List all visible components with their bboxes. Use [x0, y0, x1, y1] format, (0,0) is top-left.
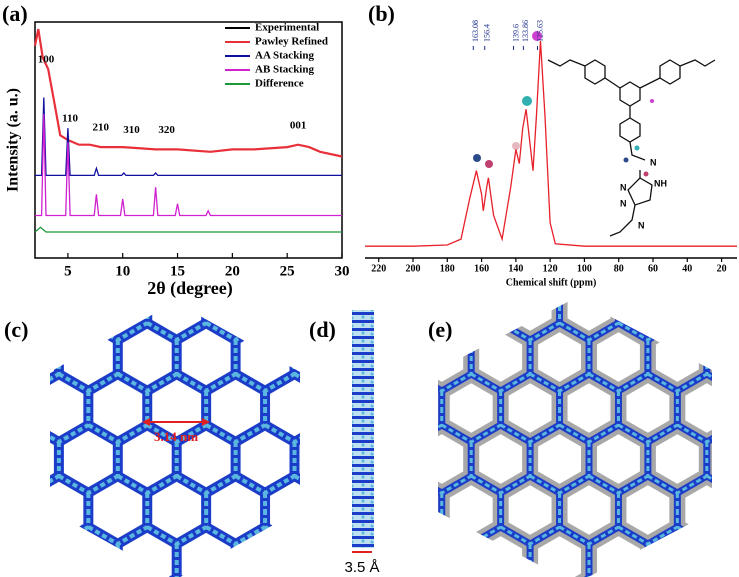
x-tick-label: 30 [335, 263, 350, 279]
arrow-head [142, 418, 150, 426]
panel-label: (a) [2, 1, 28, 26]
x-tick-label: 20 [717, 263, 727, 274]
x-tick-label: 5 [64, 263, 72, 279]
molecule [547, 59, 716, 237]
legend-label: Pawley Refined [255, 36, 328, 48]
legend-label: Experimental [255, 22, 319, 34]
dimension-label: 3.14 nm [154, 429, 198, 444]
atom-label: NH [654, 178, 667, 188]
peak-label: 139.6 [511, 24, 520, 42]
y-axis-label: Intensity (a. u.) [5, 88, 22, 192]
x-tick-label: 15 [170, 263, 185, 279]
x-axis-label: 2θ (degree) [147, 278, 233, 299]
peak-label: 133.86 [521, 20, 530, 42]
framework-side-view [352, 310, 374, 548]
peak-label: 125.63 [535, 20, 544, 42]
peak-dots [473, 31, 542, 168]
series-line [365, 40, 737, 247]
x-axis-label: Chemical shift (ppm) [506, 277, 597, 288]
x-tick-label: 160 [474, 263, 489, 274]
legend-label: AB Stacking [255, 64, 314, 76]
atom-label: N [620, 198, 627, 208]
x-tick-label: 40 [682, 263, 692, 274]
x-tick-label: 80 [614, 263, 624, 274]
atom-label: N [650, 157, 657, 167]
x-tick-label: 10 [115, 263, 130, 279]
atom-label: N [638, 220, 645, 230]
peak-index: 210 [93, 122, 110, 134]
plot-frame [34, 21, 343, 259]
series-line [35, 97, 342, 177]
peak-label: 156.4 [483, 24, 492, 42]
x-tick-label: 60 [648, 263, 658, 274]
peak-label: 163.08 [471, 20, 480, 42]
dimension-label: 3.5 Å [344, 559, 379, 576]
series-line [33, 28, 343, 158]
panel-label: (e) [428, 317, 452, 342]
legend-label: AA Stacking [255, 50, 314, 62]
x-tick-label: 220 [371, 263, 386, 274]
x-tick-label: 25 [280, 263, 295, 279]
x-tick-label: 180 [440, 263, 455, 274]
peak-index: 001 [290, 119, 307, 131]
x-tick-label: 20 [225, 263, 240, 279]
series-line [34, 28, 343, 158]
arrow-head [202, 418, 210, 426]
peak-index: 310 [123, 124, 140, 136]
x-tick-label: 200 [406, 263, 421, 274]
x-tick-label: 120 [543, 263, 558, 274]
panel-label: (c) [4, 317, 28, 342]
x-tick-label: 140 [508, 263, 523, 274]
series-line [34, 226, 342, 233]
peak-index: 110 [62, 112, 78, 124]
panel-label: (b) [368, 1, 395, 26]
panel-label: (d) [309, 317, 336, 342]
peak-index: 100 [38, 53, 55, 65]
x-tick-label: 100 [577, 263, 592, 274]
legend-label: Difference [255, 78, 304, 90]
framework-perspective [438, 298, 712, 577]
series-line [35, 113, 342, 217]
peak-index: 320 [158, 124, 175, 136]
atom-label: N [620, 182, 627, 192]
